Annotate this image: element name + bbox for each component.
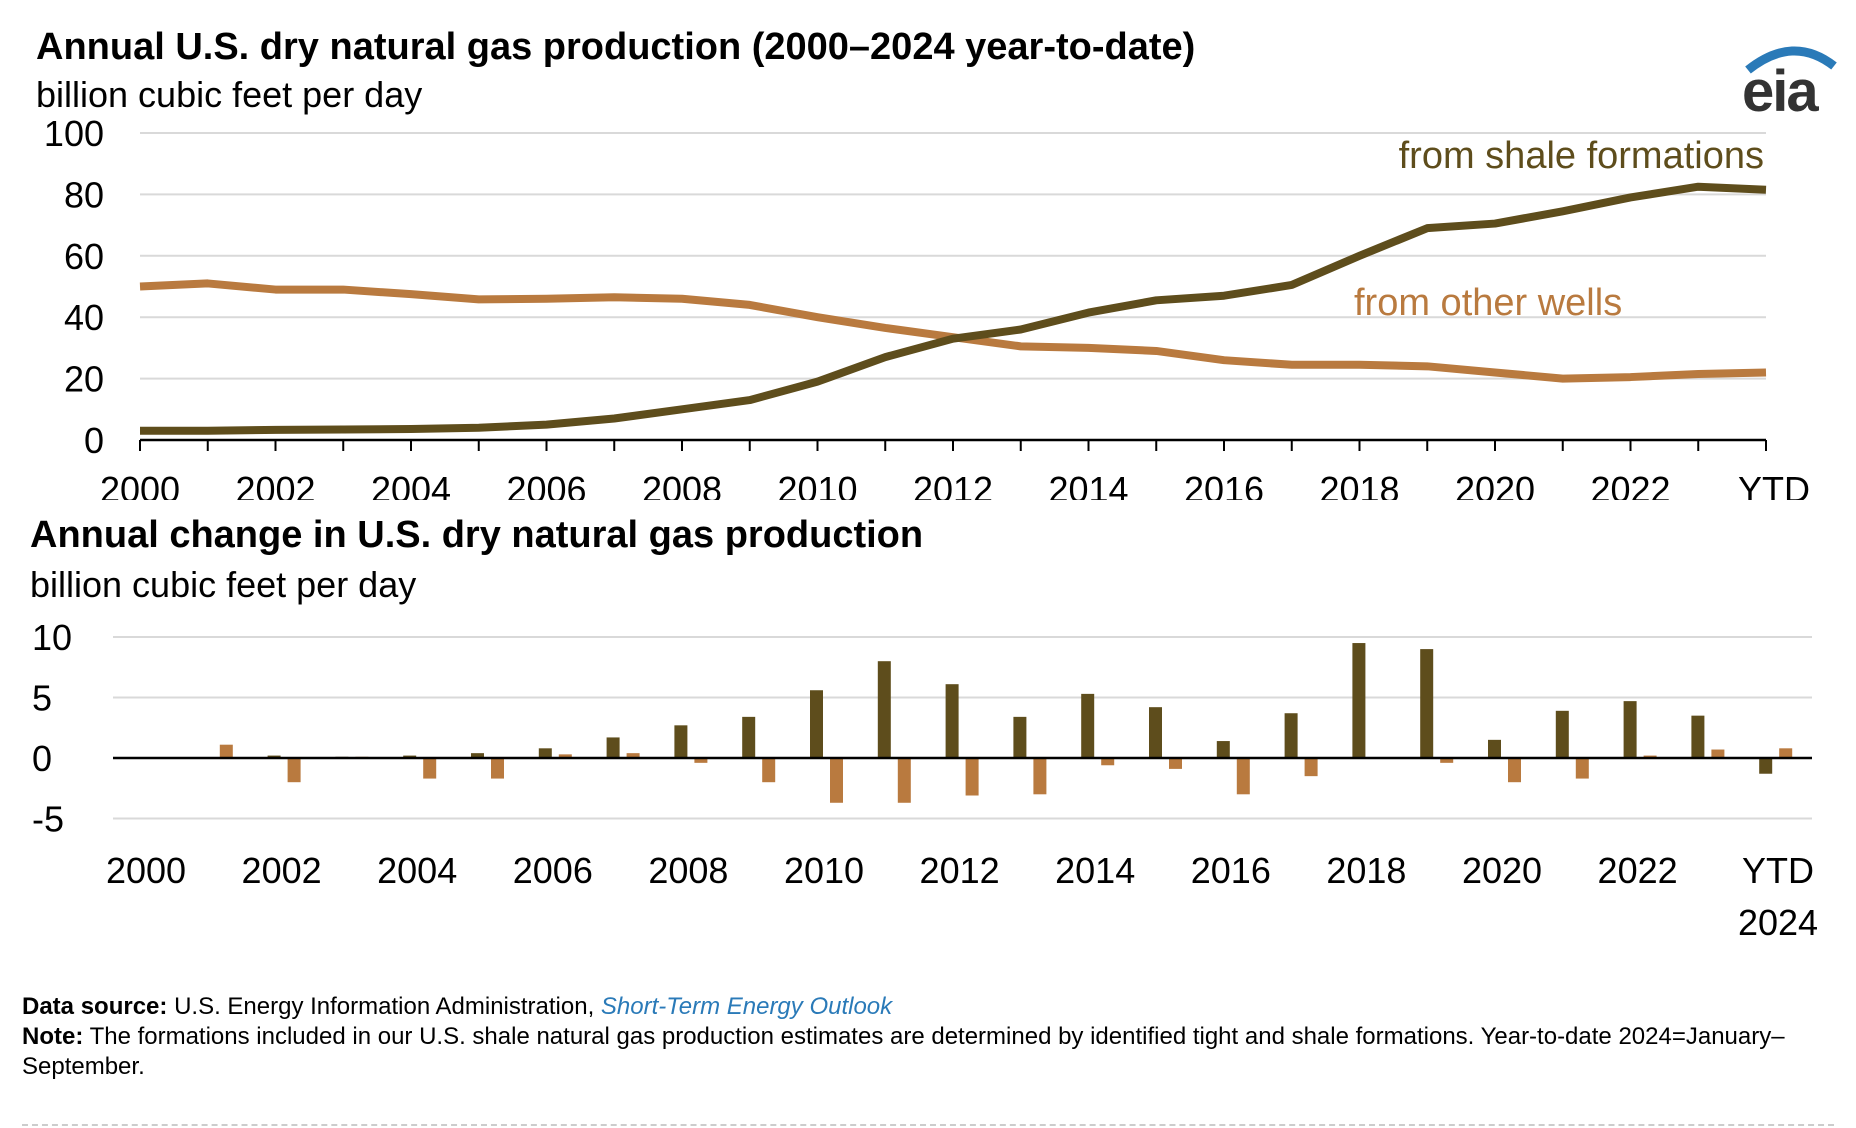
y-tick-label: 20 [64, 359, 104, 400]
bar-chart: -5 0 5 10 2000 2002 2004 2006 2008 2010 2012 2014 20… [32, 617, 1818, 943]
bar-shale [674, 725, 688, 758]
bar-other [491, 758, 504, 779]
x-tick-label: YTD [1742, 850, 1814, 891]
bar-shale [1081, 693, 1095, 758]
y-tick-label: -5 [32, 799, 64, 840]
bar-shale [1691, 715, 1705, 758]
bar-shale [1013, 716, 1027, 758]
chart-title-bottom: Annual change in U.S. dry natural gas pr… [30, 514, 924, 556]
y-tick-label: 60 [64, 236, 104, 277]
note-label: Note: [22, 1023, 84, 1050]
x-tick-label: 2004 [377, 850, 457, 891]
bar-shale [1216, 741, 1230, 758]
bar-shale [810, 690, 823, 758]
bar-shale [471, 753, 484, 758]
bar-shale [606, 737, 620, 758]
x-tick-label: 2022 [1598, 850, 1678, 891]
y-tick-label: 100 [44, 113, 104, 154]
x-tick-label: 2018 [1319, 469, 1399, 500]
bar-other [558, 754, 572, 758]
eia-logo-arc-icon [1745, 46, 1837, 74]
x-tick-label: 2008 [648, 850, 728, 891]
bar-other [897, 758, 911, 803]
source-label: Data source: [22, 993, 168, 1020]
x-tick-label: 2020 [1455, 469, 1535, 500]
bar-other [1304, 758, 1318, 777]
x-tick-label: 2004 [371, 469, 451, 500]
bar-other [219, 744, 233, 758]
bar-other [423, 758, 437, 779]
y-tick-label: 5 [32, 678, 52, 719]
bar-other [1440, 758, 1454, 763]
bar-shale [1488, 739, 1501, 758]
x-tick-label: 2016 [1184, 469, 1264, 500]
bar-shale [1352, 643, 1366, 758]
bar-other [1101, 758, 1115, 766]
bar-other [1779, 748, 1793, 758]
x-tick-label: 2002 [242, 850, 322, 891]
bar-shale [877, 661, 891, 758]
legend-shale: from shale formations [1399, 135, 1764, 177]
bar-other [762, 758, 776, 783]
bar-other [287, 758, 301, 783]
bar-shale [1623, 701, 1637, 758]
bar-other [1169, 758, 1182, 769]
legend-other: from other wells [1354, 282, 1622, 324]
x-tick-label: 2010 [784, 850, 864, 891]
y-tick-label: 0 [84, 420, 104, 461]
note-text: The formations included in our U.S. shal… [22, 1023, 1785, 1080]
x-tick-label: 2012 [913, 469, 993, 500]
bar-shale [945, 684, 959, 758]
x-tick-label: 2022 [1590, 469, 1670, 500]
bar-other [830, 758, 843, 803]
bar-shale [1555, 710, 1569, 758]
y-tick-label: 10 [32, 617, 72, 658]
bar-other [1508, 758, 1521, 783]
note: Note: The formations included in our U.S… [22, 1022, 1822, 1082]
bar-shale [1284, 713, 1298, 758]
y-unit-top: billion cubic feet per day [36, 74, 423, 115]
x-tick-label: 2000 [106, 850, 186, 891]
divider [22, 1124, 1834, 1126]
x-tick-label: 2000 [100, 469, 180, 500]
x-tick-label: 2012 [920, 850, 1000, 891]
x-tick-label: YTD [1738, 469, 1810, 500]
bar-shale [1149, 707, 1162, 758]
chart-title-top: Annual U.S. dry natural gas production (… [36, 26, 1196, 68]
data-source: Data source: U.S. Energy Information Adm… [22, 992, 1822, 1022]
bar-other [1711, 749, 1725, 758]
x-tick-label: 2006 [506, 469, 586, 500]
bar-other [1575, 758, 1589, 779]
bar-other [694, 758, 708, 763]
x-tick-label: 2020 [1462, 850, 1542, 891]
bar-other [965, 758, 979, 796]
source-link[interactable]: Short-Term Energy Outlook [600, 993, 893, 1020]
x-tick-label: 2014 [1048, 469, 1128, 500]
bar-shale [742, 716, 756, 758]
x-tick-label: 2016 [1191, 850, 1271, 891]
x-tick-label: 2006 [513, 850, 593, 891]
bar-shale [538, 748, 552, 758]
bar-shale [1420, 649, 1434, 758]
x-tick-label: 2008 [642, 469, 722, 500]
x-tick-label: 2010 [777, 469, 857, 500]
bar-shale [1759, 758, 1773, 774]
y-tick-label: 0 [32, 738, 52, 779]
bar-other [1236, 758, 1250, 795]
y-tick-label: 40 [64, 297, 104, 338]
x-tick-label: 2002 [235, 469, 315, 500]
line-chart: 0 20 40 60 80 100 2000 2002 2004 2006 2008 2010 2012… [44, 113, 1810, 500]
eia-logo: eia [1738, 36, 1838, 124]
source-text: U.S. Energy Information Administration, [174, 993, 595, 1020]
y-tick-label: 80 [64, 174, 104, 215]
x-tick-label: 2024 [1738, 902, 1818, 943]
bar-other [1033, 758, 1047, 795]
bar-other [626, 753, 640, 758]
x-tick-label: 2014 [1055, 850, 1135, 891]
x-tick-label: 2018 [1326, 850, 1406, 891]
eia-logo-text: eia [1742, 59, 1819, 124]
y-unit-bottom: billion cubic feet per day [30, 564, 417, 605]
